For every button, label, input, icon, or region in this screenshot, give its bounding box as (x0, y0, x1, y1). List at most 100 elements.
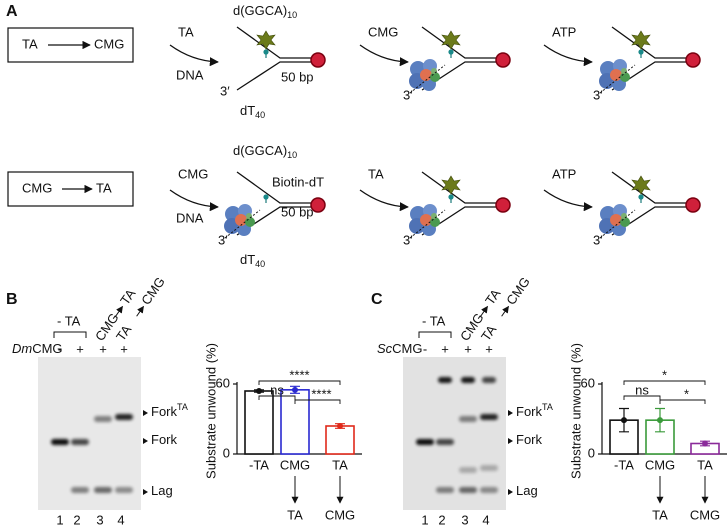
biotin (638, 194, 644, 200)
band (115, 414, 133, 420)
y-tick-label: 0 (223, 445, 230, 460)
cmg (599, 59, 630, 91)
band-label-sup: TA (177, 402, 188, 412)
lane-number: 1 (56, 512, 63, 527)
y-tick-label: 60 (581, 375, 595, 390)
cmg (599, 204, 630, 236)
band (71, 439, 89, 445)
pointer (508, 489, 513, 495)
y-tick-label: 60 (216, 375, 230, 390)
box-text: CMG (22, 180, 52, 195)
three-prime: 3′ (403, 87, 413, 102)
x-tick-sublabel: CMG (325, 507, 355, 522)
bar (280, 389, 310, 455)
band (480, 465, 498, 471)
strand-label: d(GGCA)10 (233, 143, 297, 160)
protein (441, 30, 461, 50)
mean-point (337, 423, 343, 429)
arrow (501, 305, 509, 317)
step-label: ATP (552, 24, 576, 39)
pointer (508, 438, 513, 444)
panel-label: C (371, 291, 383, 308)
sig-bracket (623, 380, 706, 385)
step-label: TA (178, 24, 194, 39)
three-prime: 3′ (403, 232, 413, 247)
bar (325, 425, 355, 455)
lane-label-text: TA (117, 286, 138, 308)
box (7, 171, 134, 207)
bar (244, 390, 274, 455)
dash (409, 209, 446, 239)
arrow (169, 44, 219, 67)
arrow (359, 44, 409, 67)
sig-bracket (294, 399, 341, 404)
three-prime: 3′ (220, 83, 230, 98)
dash (599, 64, 636, 94)
band-label-main: Lag (151, 483, 173, 498)
sig-label: ns (635, 382, 649, 397)
lane-sign: + (76, 341, 84, 356)
bead (685, 197, 701, 213)
enzyme-name: CMG (32, 341, 62, 356)
arrow (136, 305, 144, 317)
lane-sign: + (99, 341, 107, 356)
x-tick-sublabel: CMG (690, 507, 720, 522)
lane-number: 2 (73, 512, 80, 527)
length-label: 50 bp (281, 204, 314, 219)
lane-label-text: TA (482, 286, 503, 308)
sig-label: * (662, 367, 667, 382)
bead (310, 52, 326, 68)
protein (441, 175, 461, 195)
arrow (359, 189, 409, 212)
strand (611, 26, 687, 59)
band-label-sup: TA (542, 402, 553, 412)
bead (685, 52, 701, 68)
band-label-main: Fork (151, 432, 178, 447)
strand (236, 61, 312, 91)
band (480, 487, 498, 493)
band (71, 487, 89, 493)
condition-label: - TA (57, 313, 81, 328)
enzyme-species: Sc (377, 341, 393, 356)
biotin (638, 49, 644, 55)
band (94, 416, 112, 422)
lane-number: 4 (117, 512, 124, 527)
arrow (115, 305, 123, 317)
biotin (263, 49, 269, 55)
biotin (448, 49, 454, 55)
strand-label-main: d(GGCA) (233, 3, 287, 18)
band (94, 487, 112, 493)
panel-label: B (6, 291, 18, 308)
lane-sign: + (120, 341, 128, 356)
bracket (418, 331, 452, 338)
sig-label: * (684, 386, 689, 401)
strand-label-sub: 40 (255, 110, 265, 120)
band-label: Fork (516, 432, 543, 447)
band-label-main: Lag (516, 483, 538, 498)
mean-point (256, 388, 262, 394)
band (416, 439, 434, 445)
strand (421, 26, 497, 59)
band-label-main: Fork (516, 432, 543, 447)
protein (631, 175, 651, 195)
sig-label: ns (270, 382, 284, 397)
arrow (543, 189, 593, 212)
band-label: ForkTA (516, 402, 553, 419)
band-label-main: Fork (516, 404, 543, 419)
lane-number: 2 (438, 512, 445, 527)
three-prime: 3′ (593, 232, 603, 247)
cmg (224, 204, 255, 236)
mean-point (292, 386, 298, 393)
protein (256, 30, 276, 50)
band (482, 377, 496, 383)
lane-number: 1 (421, 512, 428, 527)
band-label-main: Fork (151, 404, 178, 419)
strand-label-sub: 40 (255, 259, 265, 269)
dna-label: DNA (176, 67, 204, 82)
strand-label-main: dT (240, 252, 255, 267)
condition-label: - TA (422, 313, 446, 328)
y-axis-label: Substrate unwound (%) (568, 343, 583, 479)
x-tick-label: CMG (280, 457, 310, 472)
x-tick-sublabel: TA (652, 507, 668, 522)
